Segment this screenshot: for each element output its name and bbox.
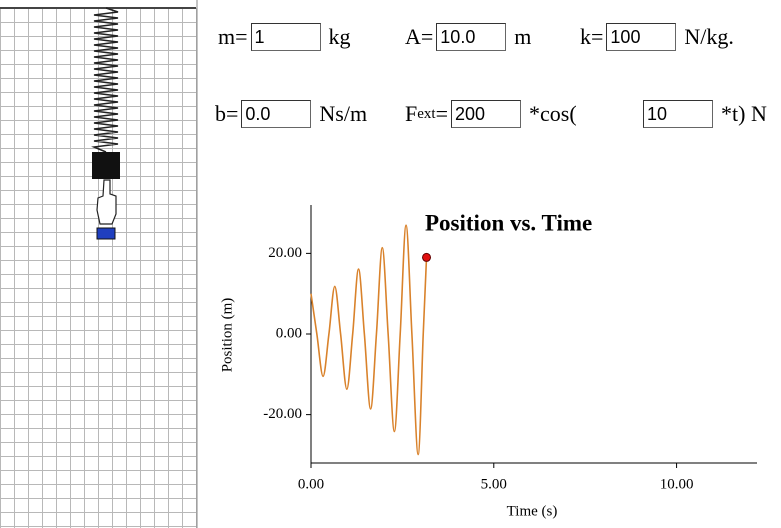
field-label: b= — [215, 101, 239, 126]
x-tick-label: 0.00 — [298, 476, 324, 492]
field-label: m= — [218, 24, 248, 49]
field: *t) N — [640, 97, 767, 131]
y-axis-label: Position (m) — [219, 298, 235, 373]
field-unit: m — [514, 24, 532, 49]
field-unit: N/kg. — [684, 24, 734, 49]
handle — [96, 227, 116, 240]
text-input[interactable] — [606, 23, 677, 51]
y-tick-label: -20.00 — [263, 406, 302, 422]
chart: Position vs. Time Time (s) Position (m) … — [219, 205, 757, 519]
field-unit: *t) N — [721, 101, 767, 126]
hand — [96, 179, 117, 225]
text-input[interactable] — [643, 100, 713, 128]
chart-title: Position vs. Time — [425, 210, 592, 235]
field: b= Ns/m — [215, 97, 367, 131]
y-tick-label: 0.00 — [276, 325, 302, 341]
field-unit: *cos( — [529, 101, 577, 126]
x-tick-label: 5.00 — [481, 476, 507, 492]
field: k= N/kg. — [580, 20, 734, 54]
field-unit: Ns/m — [319, 101, 368, 126]
text-input[interactable] — [451, 100, 521, 128]
x-tick-label: 10.00 — [660, 476, 694, 492]
current-point — [422, 252, 432, 262]
field-unit: kg — [328, 24, 351, 49]
text-input[interactable] — [436, 23, 507, 51]
field-label: F — [405, 101, 418, 126]
simulation-panel — [0, 0, 198, 528]
data-line — [310, 224, 428, 456]
text-input[interactable] — [250, 23, 321, 51]
text-input[interactable] — [241, 100, 312, 128]
spring — [91, 7, 119, 153]
field-label-subscript: ext — [417, 105, 436, 122]
field: m= kg — [218, 20, 351, 54]
field-label: k= — [580, 24, 604, 49]
x-axis-label: Time (s) — [507, 503, 558, 519]
field-label: A= — [405, 24, 434, 49]
y-tick-label: 20.00 — [268, 245, 302, 261]
field: A= m — [405, 20, 531, 54]
mass — [92, 152, 120, 179]
field-label: = — [435, 101, 448, 126]
